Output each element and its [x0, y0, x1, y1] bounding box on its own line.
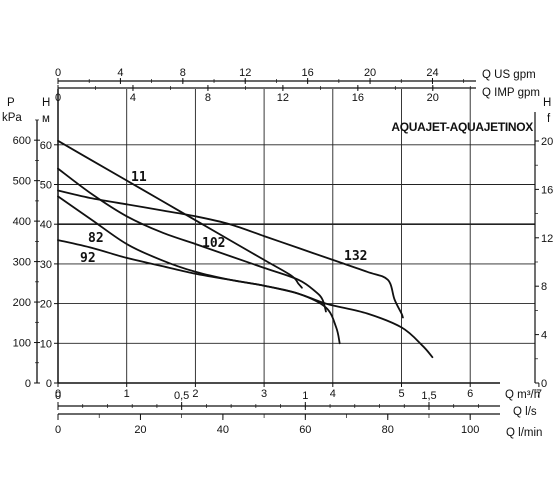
axis-tick-label: 20: [427, 92, 439, 104]
axis-tick-label: 8: [541, 281, 547, 293]
axis-tick-label: 1: [124, 388, 130, 400]
axis-tick-label: 40: [217, 424, 229, 436]
axis-tick-label: 500: [13, 176, 31, 188]
axis-tick-label: 1: [302, 390, 308, 402]
top-axis-imp-gpm-label: Q IMP gpm: [482, 87, 540, 99]
curve-label-11: 11: [131, 170, 147, 185]
chart-title: AQUAJET-AQUAJETINOX: [391, 120, 533, 134]
axis-tick-label: 16: [302, 67, 314, 79]
curves: [57, 139, 434, 359]
axis-tick-label: 40: [40, 219, 52, 231]
axis-tick-label: 0: [55, 388, 61, 400]
axis-tick-label: 12: [239, 67, 251, 79]
axis-tick-label: 100: [13, 338, 31, 350]
axis-tick-label: 0: [25, 378, 31, 390]
y-axis-pressure: 0 100 200 300 400 500 600: [13, 119, 40, 390]
axis-tick-label: 80: [382, 424, 394, 436]
grid: [58, 89, 535, 383]
axis-tick-label: 200: [13, 297, 31, 309]
curve-11: [57, 139, 303, 289]
curve-label-82: 82: [88, 231, 104, 246]
axis-tick-label: 10: [40, 338, 52, 350]
axis-tick-label: 16: [352, 92, 364, 104]
axis-tick-label: 16: [541, 184, 553, 196]
curve-label-92: 92: [80, 251, 96, 266]
axis-tick-label: 20: [134, 424, 146, 436]
x-axis-ls: 0 0,5 1 1,5: [55, 390, 500, 410]
y-axis-head-label-top: H: [42, 97, 50, 109]
axis-tick-label: 30: [40, 259, 52, 271]
curve-82: [57, 195, 434, 359]
axis-tick-label: 8: [205, 92, 211, 104]
y-axis-pressure-label-top: P: [7, 97, 15, 109]
axis-tick-label: 4: [130, 92, 136, 104]
axis-tick-label: 100: [461, 424, 479, 436]
axis-tick-label: 2: [192, 388, 198, 400]
y-axis-feet-label-top: H: [543, 97, 551, 109]
axis-tick-label: 8: [180, 67, 186, 79]
x-axis-lmin-label: Q l/min: [506, 427, 542, 439]
axis-tick-label: 12: [541, 233, 553, 245]
x-axis-m3h: 0 1 2 3 4 5 6 7: [55, 383, 542, 400]
axis-tick-label: 6: [467, 388, 473, 400]
axis-tick-label: 0: [46, 378, 52, 390]
axis-tick-label: 20: [364, 67, 376, 79]
axis-tick-label: 20: [541, 136, 553, 148]
x-axis-lmin: 0 20 40 60 80 100: [55, 413, 500, 436]
axis-tick-label: 60: [40, 140, 52, 152]
axis-tick-label: 7: [536, 388, 542, 400]
axis-tick-label: 0: [55, 390, 61, 402]
y-axis-pressure-label-bottom: kPa: [2, 112, 22, 124]
curve-92: [57, 239, 341, 345]
axis-tick-label: 1,5: [421, 390, 436, 402]
y-axis-head-feet: 0 4 8 12 16 20: [535, 136, 553, 390]
y-axis-head-m: 0 10 20 30 40 50 60: [40, 140, 58, 390]
axis-tick-label: 20: [40, 299, 52, 311]
axis-tick-label: 0: [55, 92, 61, 104]
plot-frame: [57, 89, 536, 384]
curve-132: [57, 189, 404, 319]
axis-tick-label: 300: [13, 257, 31, 269]
axis-tick-label: 24: [426, 67, 438, 79]
y-axis-head-label-bottom: м: [42, 113, 50, 125]
axis-tick-label: 0: [55, 424, 61, 436]
curve-label-102: 102: [202, 236, 225, 251]
axis-tick-label: 12: [277, 92, 289, 104]
curve-label-132: 132: [344, 249, 367, 264]
axis-tick-label: 3: [261, 388, 267, 400]
curve-102: [57, 167, 327, 313]
axis-tick-label: 4: [117, 67, 123, 79]
axis-tick-label: 0,5: [174, 390, 189, 402]
axis-tick-label: 4: [541, 330, 547, 342]
axis-tick-label: 60: [299, 424, 311, 436]
axis-tick-label: 5: [398, 388, 404, 400]
top-axis-us-gpm: 0 4 8 12 16 20 24: [55, 67, 476, 84]
top-axis-imp-gpm: 0 4 8 12 16 20: [55, 85, 476, 104]
x-axis-ls-label: Q l/s: [513, 406, 537, 418]
axis-tick-label: 600: [13, 135, 31, 147]
axis-tick-label: 0: [55, 67, 61, 79]
axis-tick-label: 400: [13, 216, 31, 228]
top-axis-us-gpm-label: Q US gpm: [482, 69, 536, 81]
y-axis-feet-label-bottom: f: [547, 113, 551, 125]
axis-tick-label: 0: [541, 378, 547, 390]
axis-tick-label: 4: [330, 388, 336, 400]
axis-tick-label: 50: [40, 180, 52, 192]
x-axis-m3h-label: Q m³/h: [505, 389, 540, 401]
